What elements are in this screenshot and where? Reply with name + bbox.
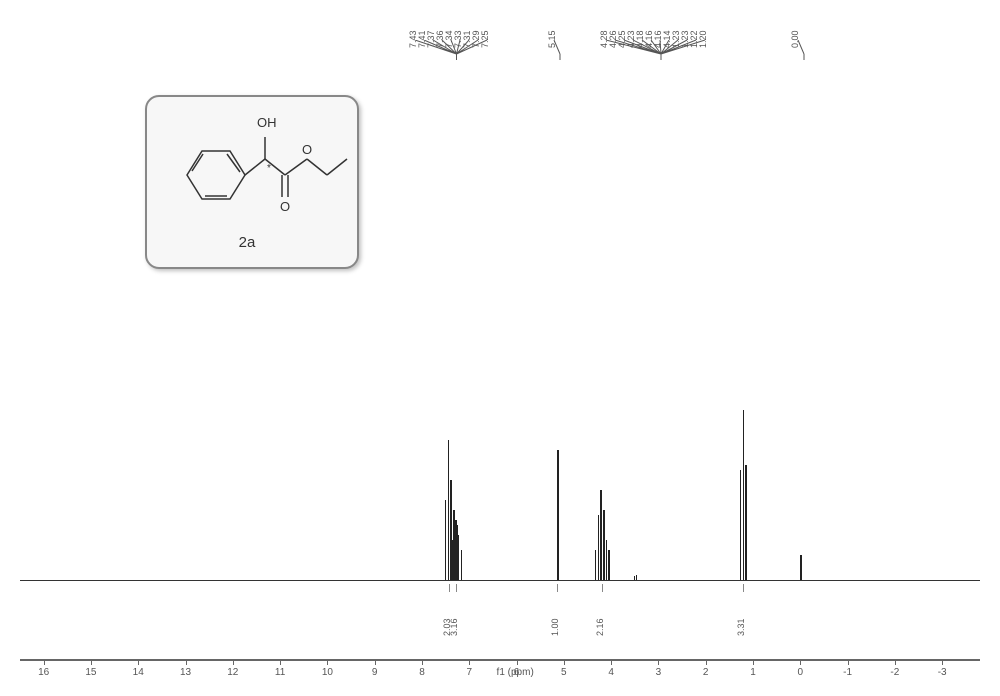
x-tick-label: 3 (656, 667, 662, 678)
x-tick-label: 1 (750, 667, 756, 678)
integration-value: 3.31 (736, 618, 746, 636)
x-tick-label: -2 (890, 667, 899, 678)
x-tick-label: 4 (608, 667, 614, 678)
x-tick-label: 10 (322, 667, 333, 678)
x-tick-label: 12 (227, 667, 238, 678)
x-tick-label: 7 (466, 667, 472, 678)
x-tick-label: 11 (275, 667, 285, 678)
x-tick-label: 8 (419, 667, 425, 678)
x-axis: 161514131211109876543210-1-2-3 (20, 659, 980, 661)
x-tick-label: 2 (703, 667, 709, 678)
x-tick-label: 15 (85, 667, 96, 678)
integration-value: 2.16 (595, 618, 605, 636)
x-tick-label: 9 (372, 667, 378, 678)
x-tick-label: 16 (38, 667, 49, 678)
x-tick-label: 5 (561, 667, 567, 678)
spectrum-trace (0, 0, 1000, 580)
x-tick-label: 0 (798, 667, 804, 678)
x-axis-label: f1 (ppm) (497, 667, 534, 678)
nmr-plot: OH * O O 2a 161514131211109876543210-1-2… (0, 0, 1000, 696)
x-tick-label: -3 (938, 667, 947, 678)
x-tick-label: 14 (133, 667, 144, 678)
x-tick-label: 13 (180, 667, 191, 678)
integration-value: 1.00 (550, 618, 560, 636)
x-tick-label: -1 (843, 667, 852, 678)
integration-value: 3.16 (449, 618, 459, 636)
